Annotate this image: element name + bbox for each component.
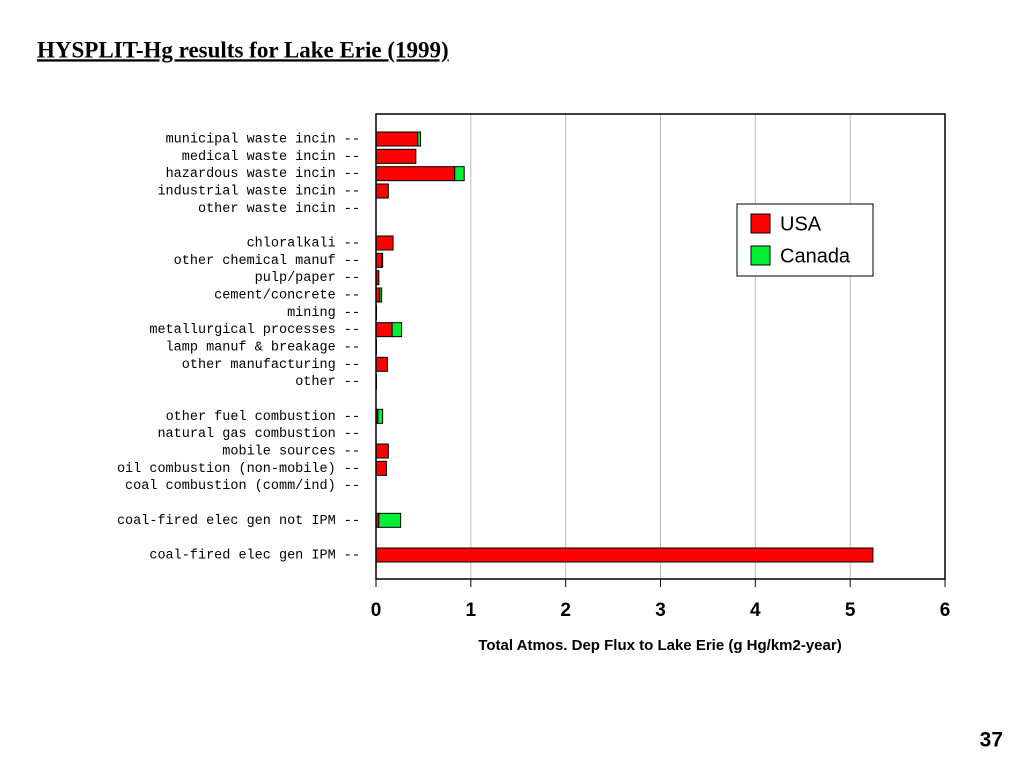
x-tick-label: 1 — [466, 600, 477, 621]
y-tick-label: industrial waste incin -- — [157, 185, 360, 200]
bar-segment — [377, 408, 384, 424]
bar-segment — [379, 287, 383, 303]
y-tick-label: coal combustion (comm/ind) -- — [125, 479, 360, 494]
x-tick-label: 0 — [371, 600, 382, 621]
y-tick-label: other fuel combustion -- — [166, 410, 360, 425]
legend-swatch — [750, 213, 771, 234]
bar-segment — [454, 166, 465, 182]
y-tick-label: coal-fired elec gen not IPM -- — [117, 514, 360, 529]
bar-segment — [375, 443, 389, 459]
y-tick-label: mobile sources -- — [222, 445, 360, 460]
y-tick-label: oil combustion (non-mobile) -- — [117, 462, 360, 477]
y-tick-label: medical waste incin -- — [182, 150, 360, 165]
legend-label: USA — [780, 213, 822, 235]
y-tick-label: chloralkali -- — [247, 237, 360, 252]
x-tick-label: 4 — [750, 600, 761, 621]
bar-segment — [375, 166, 456, 182]
y-tick-label: other -- — [295, 375, 360, 390]
y-tick-label: other manufacturing -- — [182, 358, 360, 373]
y-tick-label: coal-fired elec gen IPM -- — [149, 549, 360, 564]
bar-segment — [391, 322, 403, 338]
y-tick-label: other waste incin -- — [198, 202, 360, 217]
bar-segment — [375, 235, 394, 251]
bar-segment — [417, 131, 422, 147]
y-tick-label: hazardous waste incin -- — [166, 167, 360, 182]
y-tick-label: cement/concrete -- — [214, 289, 360, 304]
bar-segment — [375, 148, 417, 164]
x-tick-label: 5 — [845, 600, 856, 621]
y-tick-label: natural gas combustion -- — [157, 427, 360, 442]
bar-segment — [375, 356, 388, 372]
x-tick-label: 2 — [560, 600, 571, 621]
legend-swatch — [750, 245, 771, 266]
x-axis-label: Total Atmos. Dep Flux to Lake Erie (g Hg… — [478, 637, 841, 654]
page-number: 37 — [980, 729, 1003, 752]
bar-segment — [375, 252, 383, 268]
x-tick-label: 6 — [940, 600, 951, 621]
y-tick-label: pulp/paper -- — [255, 271, 360, 286]
bar-segment — [381, 252, 384, 268]
bar-segment — [375, 460, 387, 476]
bar-segment — [375, 183, 389, 199]
legend-label: Canada — [780, 245, 851, 267]
bar-segment — [375, 322, 393, 338]
y-tick-label: metallurgical processes -- — [149, 323, 360, 338]
bar-segment — [375, 547, 874, 563]
plot-frame — [375, 113, 946, 580]
y-tick-label: mining -- — [287, 306, 360, 321]
bar-segment — [378, 512, 402, 528]
slide-title: HYSPLIT-Hg results for Lake Erie (1999) — [37, 37, 449, 62]
y-tick-label: other chemical manuf -- — [174, 254, 360, 269]
x-tick-label: 3 — [655, 600, 666, 621]
y-tick-label: lamp manuf & breakage -- — [166, 341, 360, 356]
y-tick-label: municipal waste incin -- — [166, 133, 360, 148]
bar-segment — [375, 131, 419, 147]
